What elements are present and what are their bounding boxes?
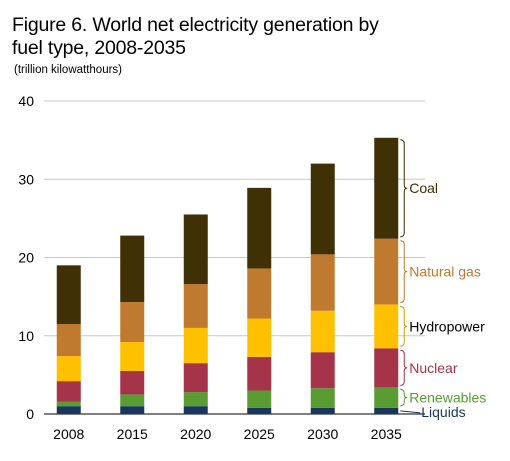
x-tick-label: 2020 — [180, 426, 211, 442]
bar-segment-hydropower — [183, 327, 208, 364]
legend-bracket — [400, 139, 408, 238]
x-tick-label: 2030 — [307, 426, 338, 442]
bar-segment-renewables — [310, 388, 335, 408]
chart-subtitle: (trillion kilowatthours) — [14, 64, 123, 76]
bar-segment-renewables — [183, 392, 208, 407]
x-tick-label: 2025 — [244, 426, 275, 442]
legend-label-hydropower: Hydropower — [409, 318, 485, 334]
bar-segment-coal — [374, 137, 399, 239]
x-tick-labels: 2008 2015 2020 2025 2030 2035 — [53, 426, 402, 442]
x-tick-label: 2008 — [53, 426, 84, 442]
bar-segment-natural-gas — [374, 238, 399, 305]
bar-segment-hydropower — [374, 304, 399, 349]
y-tick-label: 0 — [26, 406, 34, 422]
grid-lines — [44, 100, 425, 415]
bar-segment-nuclear — [183, 363, 208, 393]
bar-segment-hydropower — [120, 342, 145, 371]
bar-segment-coal — [247, 187, 272, 269]
bar-segment-coal — [183, 214, 208, 285]
legend-label-natural-gas: Natural gas — [409, 264, 481, 280]
bar-segment-nuclear — [374, 348, 399, 388]
x-tick-label: 2015 — [117, 426, 148, 442]
legend-label-coal: Coal — [409, 180, 438, 196]
chart-title: Figure 6. World net electricity generati… — [12, 14, 379, 59]
bar-segment-hydropower — [247, 318, 272, 357]
legend-leader-line — [400, 410, 421, 414]
bar-segment-nuclear — [247, 356, 272, 391]
legend-bracket — [400, 388, 408, 407]
legend-label-liquids: Liquids — [421, 404, 465, 420]
bar-segment-natural-gas — [183, 284, 208, 328]
bar-segment-renewables — [120, 394, 145, 407]
bar-segment-nuclear — [310, 352, 335, 389]
bar-segment-natural-gas — [120, 302, 145, 343]
bar-segment-liquids — [247, 407, 272, 414]
x-tick-label: 2035 — [371, 426, 402, 442]
bar-segment-hydropower — [56, 356, 81, 382]
legend-bracket — [400, 349, 408, 386]
y-tick-label: 40 — [18, 93, 34, 109]
bar-segment-renewables — [374, 387, 399, 408]
bar-segment-hydropower — [310, 310, 335, 353]
bar-segment-liquids — [310, 407, 335, 414]
bar-segment-coal — [56, 265, 81, 325]
y-tick-label: 10 — [18, 328, 34, 344]
bar-segment-renewables — [56, 401, 81, 407]
legend-label-renewables: Renewables — [409, 390, 486, 406]
bar-segment-liquids — [183, 406, 208, 414]
bar-segment-coal — [120, 235, 145, 303]
y-tick-labels: 0 10 20 30 40 — [18, 93, 34, 422]
bar-segment-natural-gas — [56, 324, 81, 357]
bar-segment-natural-gas — [310, 254, 335, 311]
bar-segment-liquids — [56, 406, 81, 414]
y-tick-label: 30 — [18, 171, 34, 187]
legend-bracket — [400, 305, 408, 347]
bar-segment-coal — [310, 163, 335, 255]
bar-segment-liquids — [374, 407, 399, 414]
legend-bracket — [400, 240, 408, 303]
bar-segment-nuclear — [56, 381, 81, 402]
bar-segment-nuclear — [120, 370, 145, 395]
bar-segment-natural-gas — [247, 268, 272, 319]
y-tick-label: 20 — [18, 250, 34, 266]
legend-label-nuclear: Nuclear — [409, 360, 458, 376]
bar-segment-renewables — [247, 390, 272, 408]
bars — [56, 137, 399, 414]
bar-segment-liquids — [120, 406, 145, 414]
